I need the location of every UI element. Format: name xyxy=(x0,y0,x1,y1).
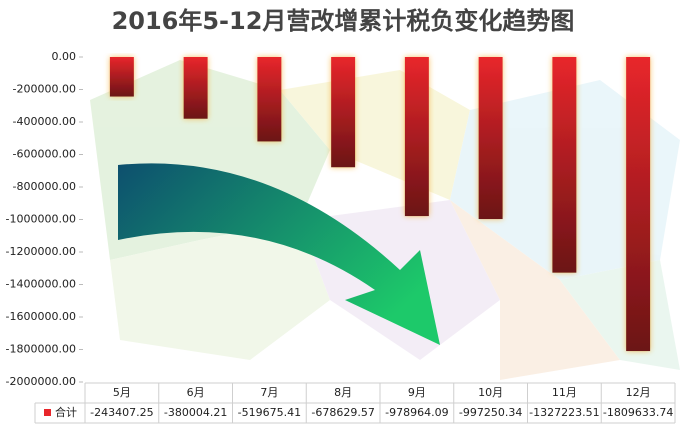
table-value: -978964.09 xyxy=(385,406,448,419)
x-tick-label: 8月 xyxy=(334,386,352,399)
x-tick-label: 11月 xyxy=(552,386,577,399)
y-tick-label: 0.00 xyxy=(52,50,77,63)
x-tick-label: 10月 xyxy=(478,386,503,399)
y-tick-label: -1200000.00 xyxy=(6,245,76,258)
y-tick-label: -800000.00 xyxy=(13,180,76,193)
x-tick-label: 6月 xyxy=(187,386,205,399)
table-value: -1809633.74 xyxy=(603,406,673,419)
y-tick-label: -1400000.00 xyxy=(6,278,76,291)
table-value: -1327223.51 xyxy=(529,406,599,419)
bar xyxy=(331,57,356,168)
table-value: -380004.21 xyxy=(164,406,227,419)
y-tick-label: -1600000.00 xyxy=(6,310,76,323)
y-tick-label: -1000000.00 xyxy=(6,213,76,226)
x-tick-label: 12月 xyxy=(626,386,651,399)
legend-swatch xyxy=(44,409,51,416)
trend-arrow xyxy=(118,163,440,345)
bar xyxy=(404,57,429,217)
bar xyxy=(626,57,651,352)
data-table xyxy=(34,382,676,424)
table-value: -678629.57 xyxy=(311,406,374,419)
table-value: -997250.34 xyxy=(459,406,522,419)
chart-title: 2016年5-12月营改增累计税负变化趋势图 xyxy=(112,7,575,35)
y-tick-label: -400000.00 xyxy=(13,115,76,128)
bar xyxy=(109,57,134,97)
legend-label: 合计 xyxy=(55,405,77,419)
x-tick-label: 9月 xyxy=(408,386,426,399)
bar xyxy=(552,57,577,273)
bar xyxy=(183,57,208,119)
y-tick-label: -200000.00 xyxy=(13,83,76,96)
x-tick-label: 7月 xyxy=(260,386,278,399)
y-tick-label: -600000.00 xyxy=(13,148,76,161)
table-value: -519675.41 xyxy=(238,406,301,419)
y-tick-label: -1800000.00 xyxy=(6,343,76,356)
y-tick-label: -2000000.00 xyxy=(6,375,76,388)
bar xyxy=(478,57,503,220)
table-value: -243407.25 xyxy=(90,406,153,419)
x-tick-label: 5月 xyxy=(113,386,131,399)
bar xyxy=(257,57,282,142)
